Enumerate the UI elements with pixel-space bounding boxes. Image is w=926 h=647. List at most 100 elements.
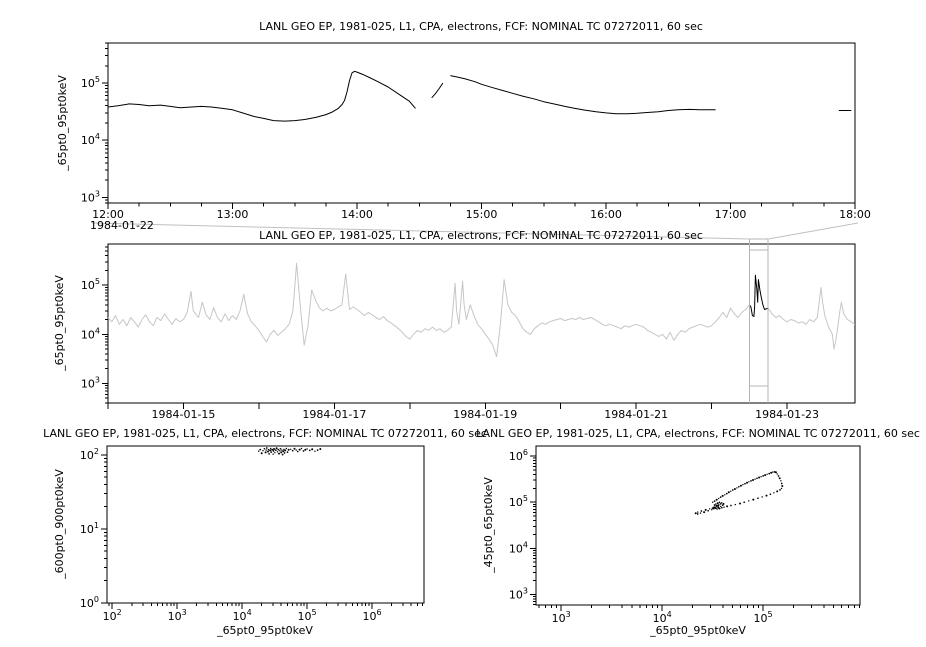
scatter-point [744,482,746,485]
scatter-point [743,501,746,504]
scatter-point [750,480,752,482]
tick-label: 105 [298,608,317,623]
scatter-point [694,512,697,515]
tick-label: 102 [80,447,99,462]
scatter-point [314,450,316,452]
scatter-point [739,484,742,487]
scatter-point [287,448,290,451]
scatter-point [756,477,758,480]
scatter-point [697,511,699,513]
scatter-point [777,475,780,477]
scatter-point [260,452,263,455]
scatter-point [272,450,275,452]
scatter-point [772,471,774,473]
scatter-point [727,491,730,494]
plot-zoomed-timeseries[interactable]: LANL GEO EP, 1981-025, L1, CPA, electron… [56,20,871,232]
scatter-point [779,489,781,491]
data-layer [108,70,852,122]
scatter-point [769,493,772,496]
x-axis-date-label: 1984-01-22 [90,219,154,232]
scatter-point [781,485,784,487]
context-series [108,262,750,358]
tick-label: 1984-01-21 [604,408,668,421]
scatter-point [293,447,296,450]
scatter-point [760,476,762,478]
tick-label: 103 [552,610,571,625]
scatter-point [720,506,723,509]
tick-label: 104 [509,540,528,555]
scatter-point [285,447,288,450]
scatter-point [711,507,714,509]
y-axis-label: _600pt0_900pt0keV [53,469,66,580]
scatter-point [270,447,272,450]
tick-label: 13:00 [217,208,249,221]
scatter-point [700,510,703,512]
scatter-point [718,497,720,500]
data-series-segment [108,70,416,122]
tick-label: 105 [509,494,528,509]
axes-layer: 103 104 105 106 103 104 105 [509,445,861,625]
scatter-point [267,448,270,451]
scatter-point [719,496,722,498]
scatter-point [752,479,754,481]
tick-label: 103 [168,608,187,623]
axes-layer: 103 104 105 1984-01-15 1984-01-17 1984-01-19 1… [81,243,856,421]
scatter-point [296,450,299,453]
scatter-point [302,450,305,452]
scatter-point [734,503,736,506]
data-series-segment [431,82,444,99]
tick-label: 103 [81,375,100,390]
scatter-point [696,513,699,515]
scatter-point [774,471,777,474]
scatter-point [268,453,270,455]
scatter-point [280,451,283,454]
scatter-point [776,490,779,493]
scatter-point [778,477,781,480]
plot-frame [107,243,856,404]
scatter-point [711,509,713,511]
plot-title: LANL GEO EP, 1981-025, L1, CPA, electron… [259,20,703,33]
scatter-point [281,449,283,451]
zoom-selection-box[interactable] [748,238,769,403]
scatter-point [742,484,744,486]
plot-scatter-45-65[interactable]: LANL GEO EP, 1981-025, L1, CPA, electron… [476,427,920,637]
zoom-connector-overlay [91,222,859,240]
scatter-point [269,449,272,452]
scatter-point [730,490,732,492]
y-axis-label: _45pt0_65pt0keV [482,477,495,574]
scatter-point [724,494,726,496]
tick-label: 100 [80,595,99,610]
scatter-point [730,504,732,507]
tick-label: 104 [81,132,100,147]
tick-label: 104 [81,326,100,341]
scatter-point [722,502,725,505]
scatter-point [699,512,702,514]
scatter-point [704,508,707,511]
scatter-point [716,506,718,508]
data-layer [258,447,322,456]
data-layer [694,471,784,515]
tick-label: 104 [653,610,672,625]
tick-label: 103 [81,189,100,204]
scatter-point [275,447,278,450]
scatter-point [276,451,279,453]
scatter-point [746,481,748,484]
scatter-point [283,452,286,454]
tick-label: 1984-01-17 [302,408,366,421]
scatter-point [768,472,771,475]
scatter-point [720,505,722,508]
plot-context-timeseries[interactable]: LANL GEO EP, 1981-025, L1, CPA, electron… [53,229,856,421]
scatter-point [274,449,277,451]
plot-scatter-600-900[interactable]: LANL GEO EP, 1981-025, L1, CPA, electron… [43,427,487,637]
data-series-segment [450,75,716,115]
scatter-point [290,448,292,450]
scatter-point [764,474,767,477]
plot-frame [535,445,861,606]
scatter-point [713,506,716,509]
scatter-point [780,487,783,490]
scatter-point [752,498,755,501]
scatter-point [273,448,275,450]
plot-title: LANL GEO EP, 1981-025, L1, CPA, electron… [43,427,487,440]
scatter-point [264,451,267,454]
plot-title: LANL GEO EP, 1981-025, L1, CPA, electron… [476,427,920,440]
